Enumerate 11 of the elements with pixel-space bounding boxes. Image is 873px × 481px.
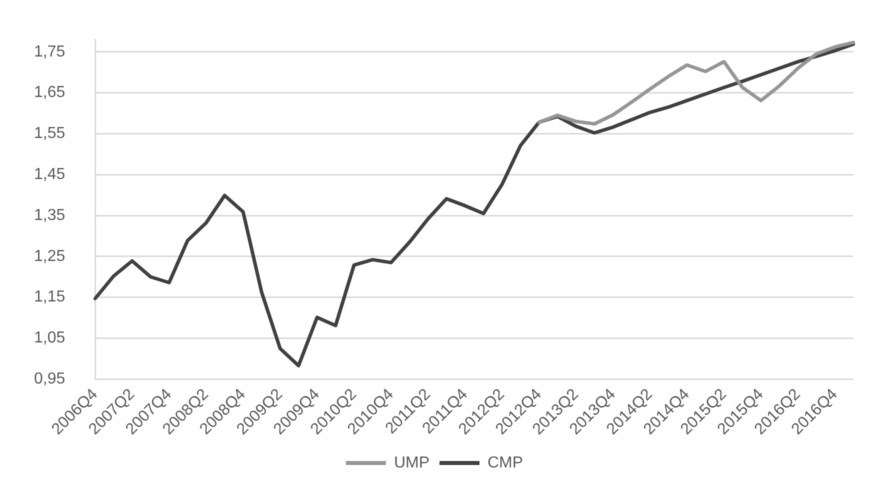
legend-label: UMP (394, 454, 430, 472)
y-tick-label: 1,05 (34, 330, 66, 347)
y-tick-label: 1,15 (34, 288, 66, 306)
y-tick-label: 1,65 (34, 84, 66, 102)
y-tick-label: 1,25 (34, 248, 66, 265)
y-tick-label: 1,75 (34, 43, 66, 60)
y-tick-label: 1,35 (34, 206, 66, 224)
y-tick-label: 1,55 (34, 125, 66, 142)
y-tick-label: 1,45 (34, 166, 66, 184)
legend-label: CMP (488, 454, 524, 472)
y-tick-label: 0,95 (34, 370, 66, 388)
